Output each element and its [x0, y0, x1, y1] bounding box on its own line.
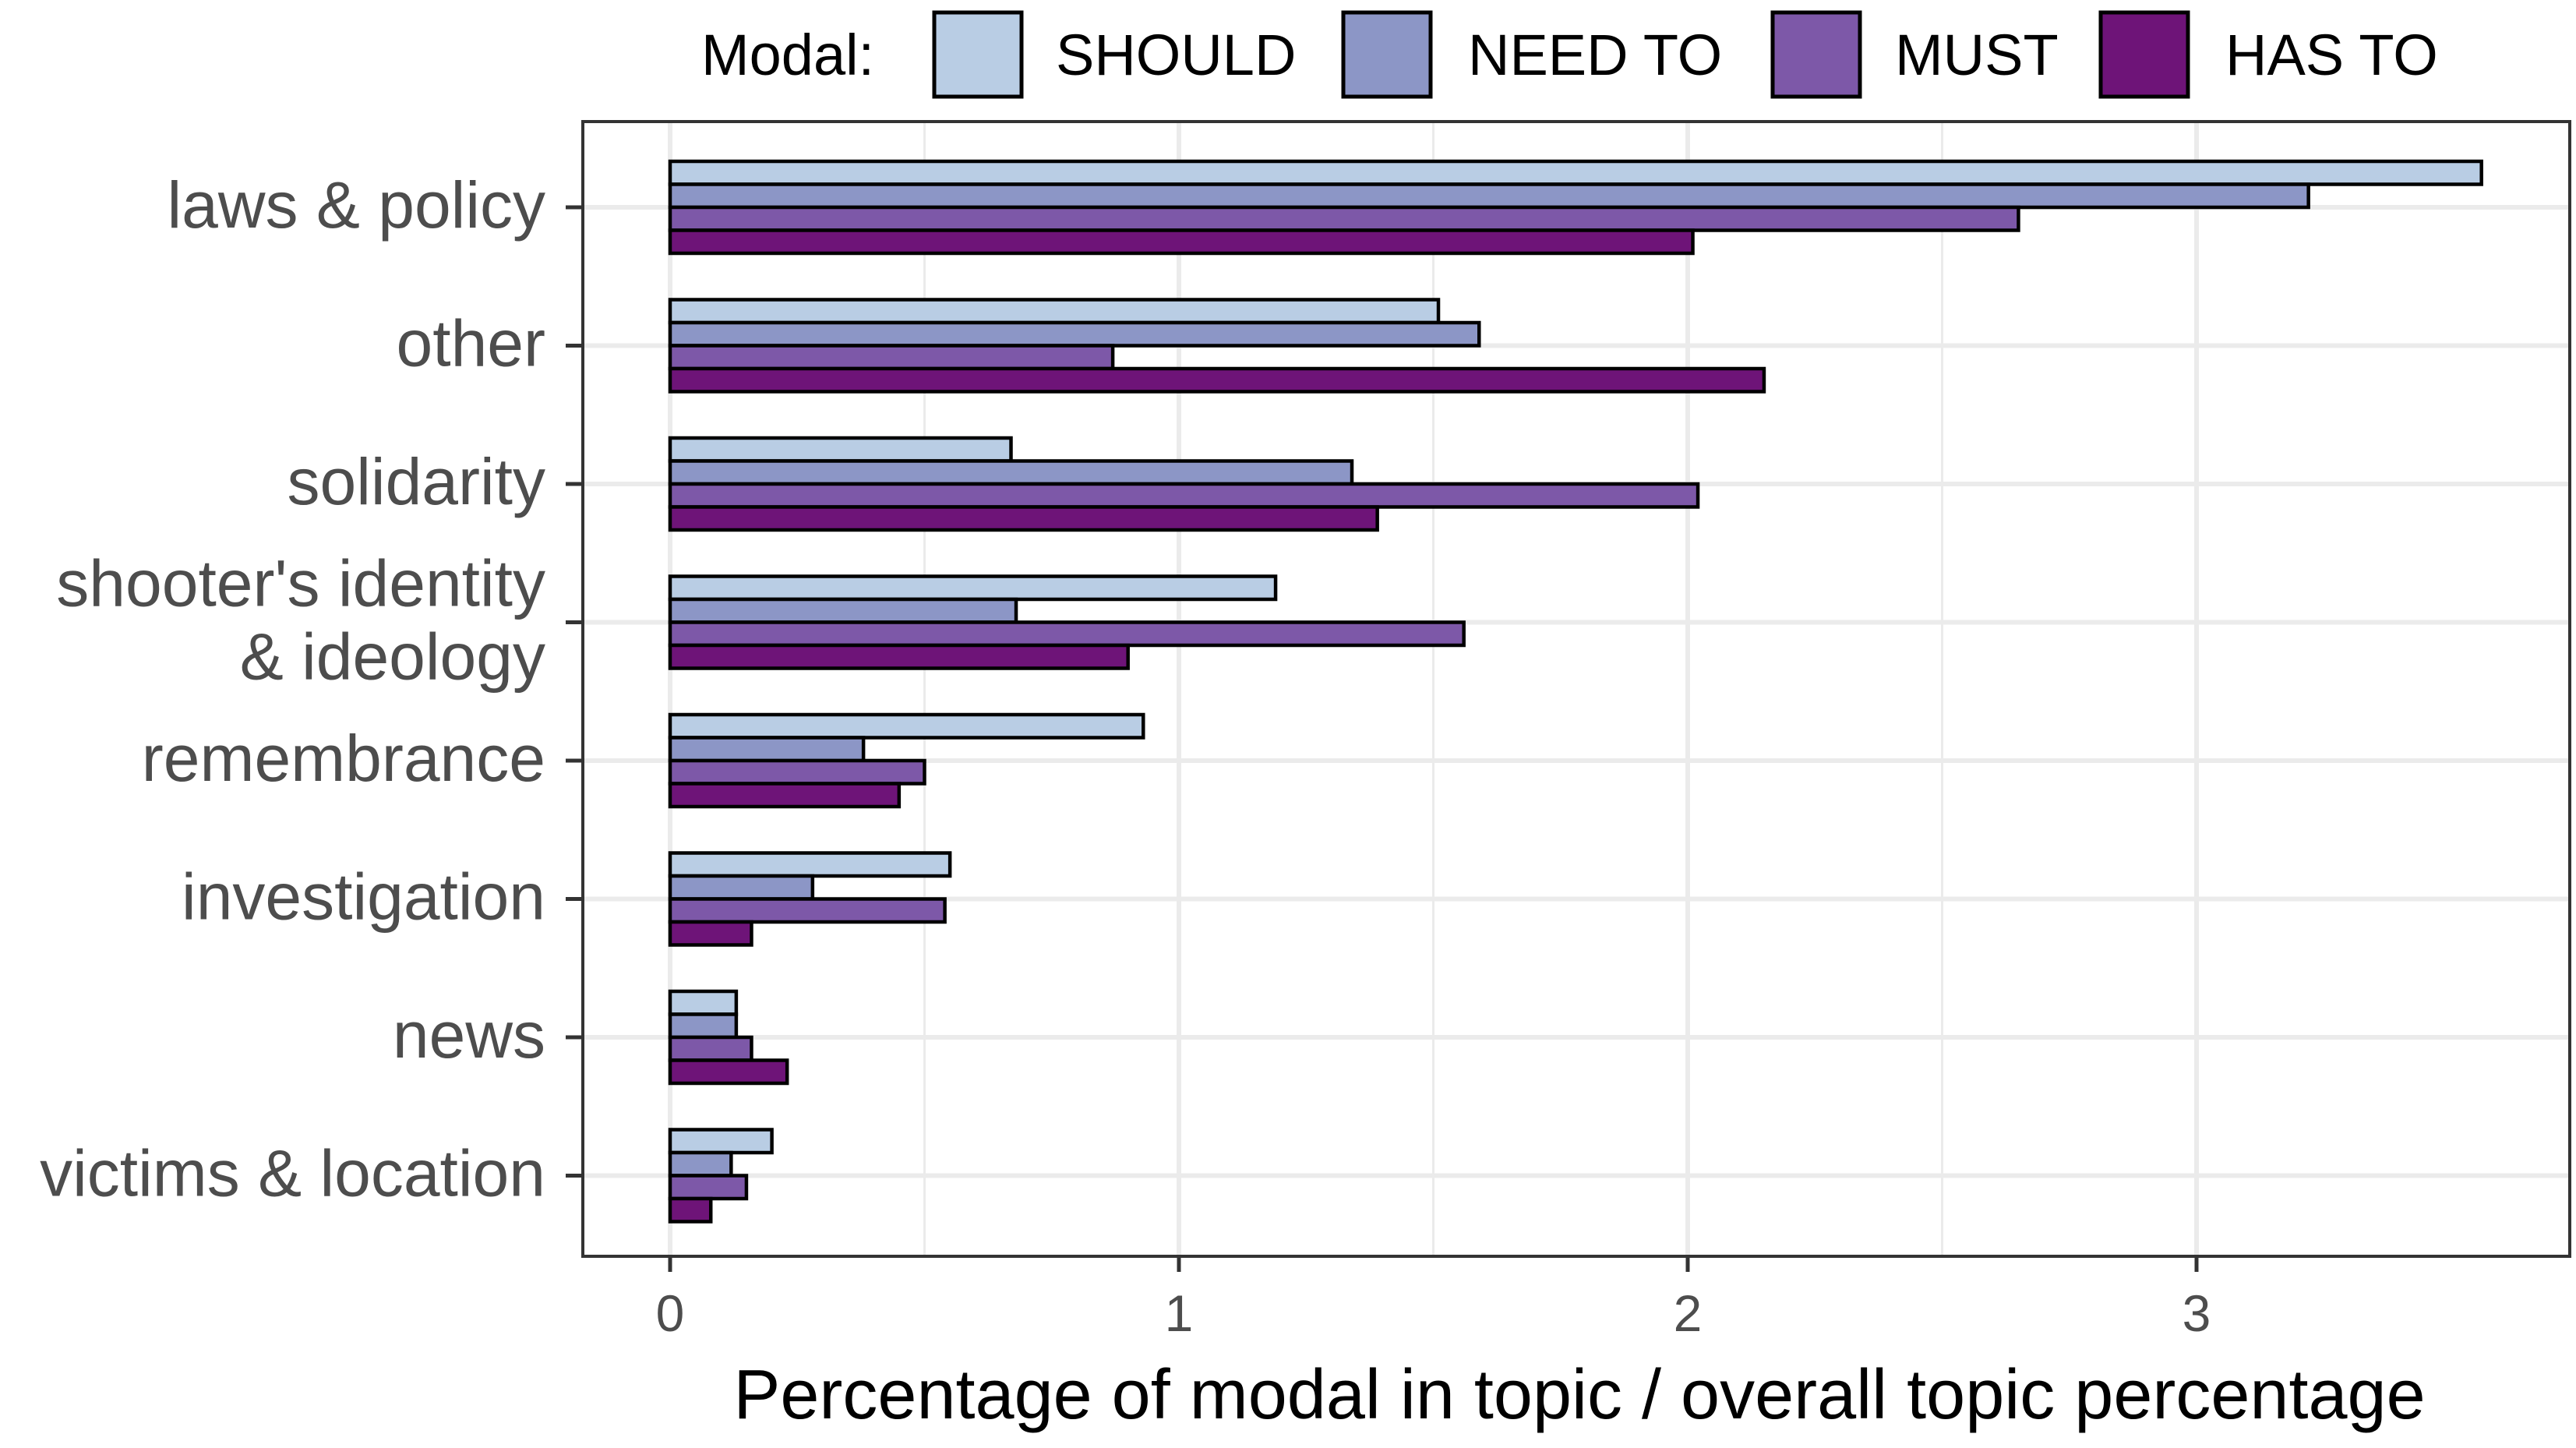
y-tick-label: shooter's identity [56, 547, 545, 620]
bar [668, 1128, 774, 1155]
legend-label: HAS TO [2225, 23, 2438, 87]
bar [668, 505, 1379, 532]
y-tick-label: solidarity [288, 445, 545, 518]
bar [668, 597, 1018, 624]
bar [668, 712, 1145, 740]
bar [668, 574, 1278, 602]
bar [668, 782, 902, 809]
legend-key [1770, 10, 1862, 99]
bars [668, 159, 2483, 1224]
y-tick-label: news [393, 998, 545, 1072]
bar [668, 1012, 739, 1040]
y-axis: laws & policy other solidarity shooter's id… [40, 168, 583, 1210]
bar [668, 897, 947, 924]
bar [668, 874, 815, 901]
x-tick-label: 1 [1165, 1284, 1194, 1342]
legend-label: NEED TO [1468, 23, 1722, 87]
bar [668, 1174, 749, 1201]
bar [668, 205, 2020, 232]
y-tick-label: other [397, 307, 545, 380]
bar [668, 758, 926, 786]
bar [668, 182, 2310, 210]
x-tick-label: 2 [1674, 1284, 1703, 1342]
bar [668, 1150, 733, 1178]
y-tick-label: investigation [182, 860, 545, 934]
legend-key [2098, 10, 2190, 99]
bar [668, 298, 1441, 325]
y-tick-label: laws & policy [167, 168, 545, 242]
bar [668, 159, 2483, 186]
bar [668, 1196, 713, 1224]
bar [668, 643, 1130, 670]
bar [668, 344, 1115, 371]
legend-label: SHOULD [1056, 23, 1296, 87]
bar [668, 459, 1354, 486]
bar [668, 1058, 789, 1086]
bar [668, 920, 753, 947]
legend-label: MUST [1895, 23, 2059, 87]
x-tick-label: 3 [2183, 1284, 2211, 1342]
bar [668, 436, 1013, 463]
x-tick-label: 0 [656, 1284, 685, 1342]
legend-key [932, 10, 1024, 99]
bar [668, 851, 952, 878]
x-axis-title: Percentage of modal in topic / overall t… [733, 1356, 2425, 1434]
y-tick-label: victims & location [40, 1137, 545, 1210]
legend-title: Modal: [701, 23, 874, 87]
bar [668, 320, 1481, 348]
panel-border [581, 120, 2571, 1258]
legend-key [1341, 10, 1433, 99]
legend: Modal: SHOULD NEED TO MUST HAS TO [701, 10, 2438, 99]
bar [668, 620, 1466, 648]
bar [668, 228, 1695, 256]
y-tick-label: remembrance [142, 722, 545, 795]
bar [668, 482, 1700, 509]
bar [668, 989, 739, 1016]
x-axis: 0 1 2 3 [656, 1256, 2211, 1342]
y-tick-label: & ideology [240, 620, 545, 694]
bar [668, 736, 866, 763]
bar [668, 366, 1766, 394]
bar [668, 1035, 753, 1062]
